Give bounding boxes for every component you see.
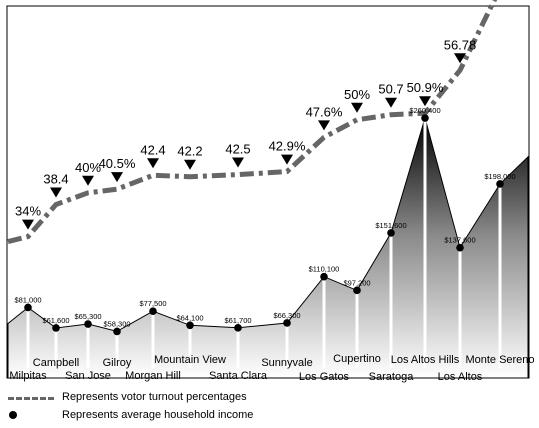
legend-income: Represents average household income — [0, 408, 539, 424]
city-label: Gilroy — [103, 357, 132, 369]
income-value-label: $61,600 — [42, 316, 69, 325]
income-dot — [84, 320, 92, 328]
turnout-marker — [351, 102, 363, 113]
city-label: Monte Sereno — [465, 354, 534, 366]
turnout-marker — [385, 97, 397, 108]
income-dot — [421, 114, 429, 122]
income-value-label: $64,100 — [176, 313, 203, 322]
turnout-marker — [318, 120, 330, 131]
income-legend-label: Represents average household income — [62, 409, 254, 421]
turnout-marker — [419, 96, 431, 107]
turnout-value-label: 40% — [75, 160, 101, 175]
turnout-value-label: 47.6% — [306, 104, 343, 119]
income-dot — [24, 303, 32, 312]
income-value-label: $137,600 — [444, 236, 475, 245]
turnout-marker — [281, 154, 293, 165]
turnout-marker — [454, 53, 466, 64]
turnout-value-label: 40.5% — [99, 156, 136, 171]
income-value-label: $58,300 — [103, 319, 130, 328]
turnout-marker — [111, 172, 123, 183]
turnout-value-label: 34% — [15, 204, 41, 219]
city-label: Milpitas — [9, 370, 47, 382]
income-dot — [234, 324, 242, 332]
income-value-label: $198,000 — [484, 172, 515, 181]
turnout-line — [7, 0, 498, 245]
income-dot — [113, 327, 121, 336]
city-label: Saratoga — [369, 371, 415, 383]
city-label: Sunnyvale — [261, 357, 312, 369]
city-label: San Jose — [65, 370, 111, 382]
income-dot — [496, 180, 504, 188]
income-value-label: $77,500 — [139, 299, 166, 308]
income-legend-swatch — [9, 411, 17, 419]
income-dot — [149, 307, 157, 315]
turnout-value-label: 50.9% — [407, 80, 444, 95]
turnout-value-label: 50.7 — [378, 82, 403, 97]
income-dot — [283, 319, 291, 327]
label-layer: 34% 38.4 40%40.5% 42.4 42.2 42.5 42.9% 47.6%50%… — [9, 37, 534, 383]
city-label: Campbell — [33, 357, 79, 369]
turnout-value-label: 42.9% — [269, 139, 306, 154]
income-stem-layer — [26, 118, 502, 368]
turnout-marker — [22, 219, 34, 230]
turnout-marker — [82, 175, 94, 186]
city-label: Los Altos — [438, 371, 483, 383]
turnout-value-label: 38.4 — [43, 171, 68, 186]
turnout-value-label: 56.78 — [444, 37, 477, 52]
city-label: Los Altos Hills — [391, 354, 460, 366]
turnout-value-label: 42.4 — [140, 142, 165, 157]
income-value-label: $66,300 — [273, 311, 300, 320]
income-dot — [320, 272, 328, 281]
city-label: Santa Clara — [209, 370, 268, 382]
income-dot — [353, 286, 361, 295]
turnout-legend-swatch — [8, 397, 54, 400]
income-value-label: $61,700 — [224, 316, 251, 325]
income-dot — [52, 324, 60, 332]
turnout-marker — [232, 157, 244, 168]
income-dot — [186, 321, 194, 330]
turnout-marker — [184, 159, 196, 170]
city-label: Morgan Hill — [125, 370, 181, 382]
income-value-label: $65,300 — [74, 312, 101, 321]
turnout-value-label: 50% — [344, 87, 370, 102]
turnout-value-label: 42.5 — [225, 142, 250, 157]
income-value-label: $97,200 — [343, 278, 370, 287]
income-value-label: $151,600 — [375, 221, 406, 230]
income-value-label: $260,400 — [409, 106, 440, 115]
turnout-legend-label: Represents votor turnout percentages — [62, 391, 247, 403]
city-label: Los Gatos — [299, 371, 350, 383]
city-label: Mountain View — [154, 354, 226, 366]
legend-turnout: Represents votor turnout percentages — [0, 390, 539, 406]
turnout-line-layer — [7, 0, 498, 245]
turnout-marker — [147, 158, 159, 169]
income-value-label: $110,100 — [309, 265, 340, 274]
income-dot — [387, 229, 395, 237]
turnout-value-label: 42.2 — [177, 144, 202, 159]
city-label: Cupertino — [333, 353, 381, 365]
turnout-marker — [50, 187, 62, 198]
income-dot-layer — [24, 114, 504, 336]
income-dot — [456, 243, 464, 252]
chart-svg: 34% 38.4 40%40.5% 42.4 42.2 42.5 42.9% 47.6%50%… — [6, 0, 535, 383]
income-value-label: $81,000 — [14, 295, 41, 304]
